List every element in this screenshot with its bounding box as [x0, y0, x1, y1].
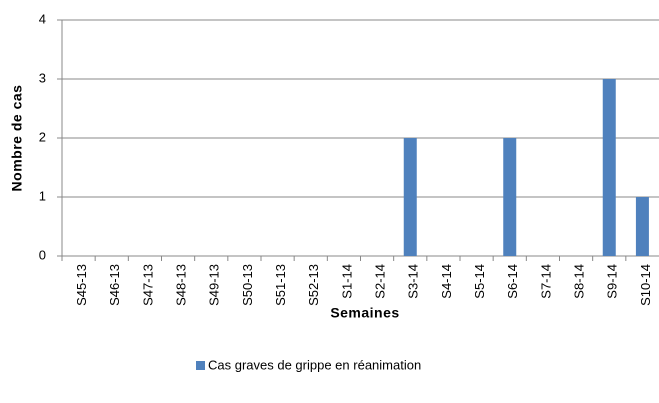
x-tick-label: S9-14 — [605, 264, 620, 299]
y-tick-label: 0 — [39, 247, 46, 262]
x-tick-label: S5-14 — [472, 264, 487, 299]
x-tick-label: S50-13 — [240, 264, 255, 306]
y-tick-label: 1 — [39, 188, 46, 203]
x-tick-label: S2-14 — [373, 264, 388, 299]
bar — [635, 197, 649, 256]
y-axis-title: Nombre de cas — [9, 85, 25, 192]
x-tick-label: S48-13 — [174, 264, 189, 306]
x-tick-label: S8-14 — [572, 264, 587, 299]
y-tick-label: 4 — [39, 11, 46, 26]
x-tick-label: S7-14 — [538, 264, 553, 299]
bar — [602, 79, 616, 256]
x-tick-label: S1-14 — [339, 264, 354, 299]
y-tick-label: 2 — [39, 129, 46, 144]
bar — [503, 138, 517, 256]
legend-label: Cas graves de grippe en réanimation — [208, 357, 421, 372]
x-tick-label: S51-13 — [273, 264, 288, 306]
x-tick-label: S49-13 — [207, 264, 222, 306]
legend-swatch — [196, 361, 205, 370]
bar — [403, 138, 417, 256]
x-tick-label: S46-13 — [107, 264, 122, 306]
x-tick-label: S52-13 — [306, 264, 321, 306]
x-tick-label: S10-14 — [638, 264, 653, 306]
x-tick-label: S3-14 — [406, 264, 421, 299]
y-tick-label: 3 — [39, 70, 46, 85]
x-tick-label: S6-14 — [505, 264, 520, 299]
x-tick-label: S4-14 — [439, 264, 454, 299]
x-tick-label: S45-13 — [74, 264, 89, 306]
x-tick-label: S47-13 — [140, 264, 155, 306]
x-axis-title: Semaines — [330, 305, 399, 321]
